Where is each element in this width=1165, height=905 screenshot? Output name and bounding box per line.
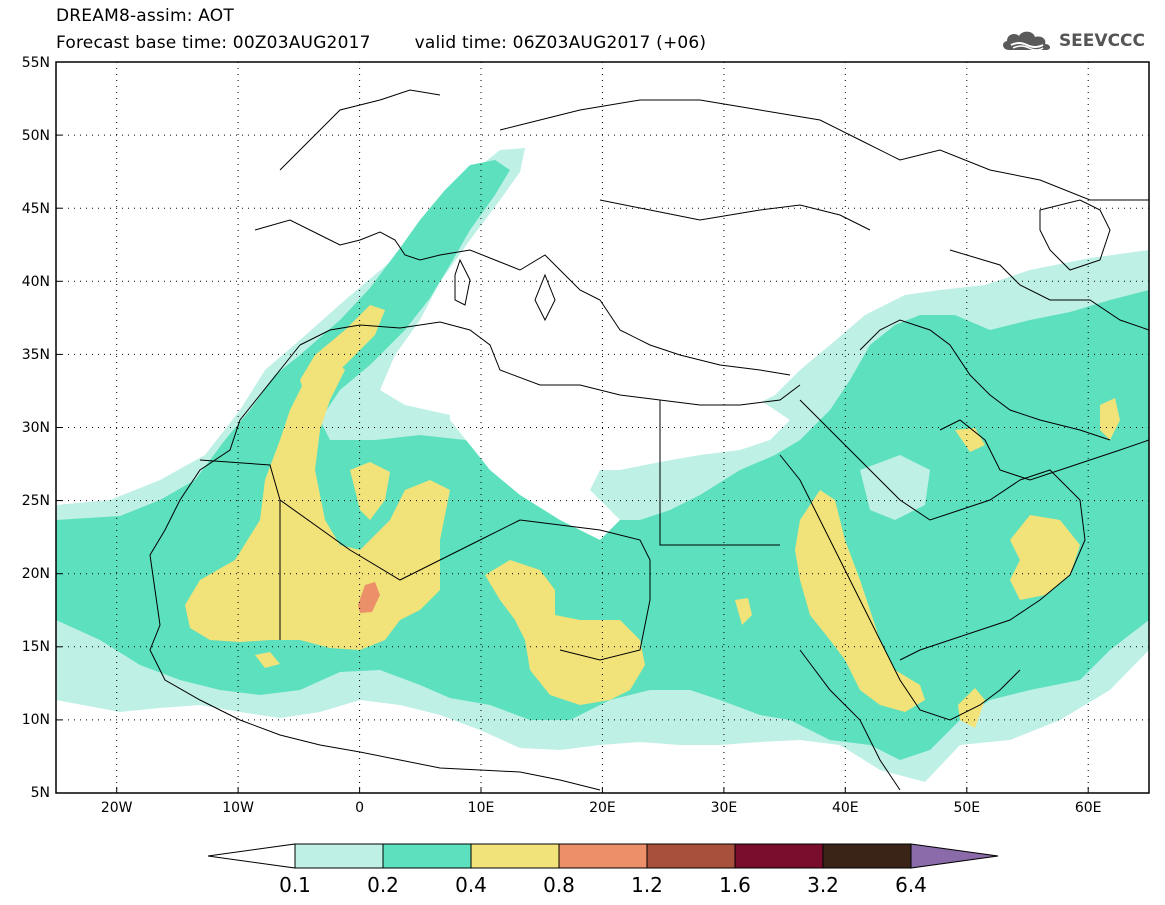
colorbar-label: 1.2 xyxy=(631,873,663,897)
lat-label: 45N xyxy=(22,201,50,217)
logo-text: SEEVCCC xyxy=(1058,31,1145,51)
colorbar-label: 0.8 xyxy=(543,873,575,897)
lon-label: 60E xyxy=(1075,800,1102,816)
seevccc-logo: SEEVCCC xyxy=(999,28,1145,54)
aot-contour-0.8 xyxy=(358,582,380,613)
colorbar-label: 6.4 xyxy=(895,873,927,897)
aot-contour-0.4-north xyxy=(300,305,385,395)
lat-label: 10N xyxy=(22,712,50,728)
lat-label: 20N xyxy=(22,566,50,582)
aot-contour-0.4-oman xyxy=(1010,515,1080,600)
lat-label: 15N xyxy=(22,639,50,655)
lat-label: 35N xyxy=(22,347,50,363)
colorbar-high-arrow xyxy=(910,843,999,869)
lon-label: 20E xyxy=(589,800,616,816)
coastlines xyxy=(149,89,1149,791)
colorbar-label: 3.2 xyxy=(807,873,839,897)
axis-ticks xyxy=(56,61,1089,794)
aot-contour-0.4-senegal xyxy=(255,652,280,668)
colorbar-swatch xyxy=(822,843,912,869)
valid-time: valid time: 06Z03AUG2017 (+06) xyxy=(414,33,707,53)
colorbar-label: 0.1 xyxy=(279,873,311,897)
lon-label: 40E xyxy=(832,800,859,816)
colorbar-label: 0.2 xyxy=(367,873,399,897)
colorbar-label: 0.4 xyxy=(455,873,487,897)
colorbar-swatch xyxy=(470,843,560,869)
colorbar xyxy=(207,843,999,869)
lat-label: 50N xyxy=(22,128,50,144)
lat-labels: 55N 50N 45N 40N 35N 30N 25N 20N 15N 10N … xyxy=(22,55,50,801)
aot-contour-0.4-iran xyxy=(1100,398,1120,440)
lat-label: 40N xyxy=(22,274,50,290)
aot-light-arabia xyxy=(860,455,930,520)
aot-clear-med xyxy=(405,350,470,400)
map-title: DREAM8-assim: AOT xyxy=(56,6,234,26)
lat-label: 5N xyxy=(31,785,50,801)
colorbar-low-arrow xyxy=(207,843,296,869)
lon-label: 10E xyxy=(468,800,495,816)
base-time: Forecast base time: 00Z03AUG2017 xyxy=(56,33,371,53)
lat-label: 25N xyxy=(22,493,50,509)
lon-label: 20W xyxy=(101,800,133,816)
colorbar-labels: 0.1 0.2 0.4 0.8 1.2 1.6 3.2 6.4 xyxy=(279,873,927,897)
aot-contour-0.4-west xyxy=(185,355,450,650)
lat-label: 30N xyxy=(22,420,50,436)
aot-contour-0.4-somalia xyxy=(958,688,985,728)
colorbar-swatch xyxy=(294,843,384,869)
colorbar-swatch xyxy=(734,843,824,869)
colorbar-swatch xyxy=(646,843,736,869)
lon-labels: 20W 10W 0 10E 20E 30E 40E 50E 60E xyxy=(101,800,1102,816)
colorbar-swatch xyxy=(382,843,472,869)
cloud-icon xyxy=(1002,31,1050,51)
colorbar-label: 1.6 xyxy=(719,873,751,897)
lon-label: 10W xyxy=(222,800,254,816)
aot-contour-0.4-chad xyxy=(485,560,645,705)
lon-label: 0 xyxy=(355,800,364,816)
lon-label: 50E xyxy=(953,800,980,816)
lon-label: 30E xyxy=(711,800,738,816)
aot-contour-0.4-spot xyxy=(735,598,752,625)
colorbar-swatch xyxy=(558,843,648,869)
lat-label: 55N xyxy=(22,55,50,71)
forecast-times: Forecast base time: 00Z03AUG2017 valid ti… xyxy=(56,33,706,53)
graticule xyxy=(56,62,1149,793)
